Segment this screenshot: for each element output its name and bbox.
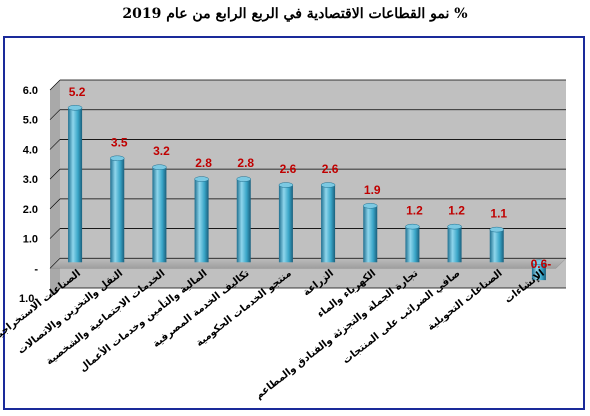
bar	[152, 167, 167, 263]
y-tick-label: 6.0	[23, 85, 38, 97]
bar	[194, 179, 209, 263]
bar	[447, 226, 462, 263]
bar-cap	[278, 182, 294, 188]
bar	[363, 205, 378, 263]
gridline-side	[49, 198, 61, 210]
y-tick-label: 4.0	[23, 144, 38, 156]
bar-cap	[194, 176, 209, 182]
bar-cap	[236, 176, 251, 182]
bar	[531, 262, 546, 281]
y-tick-label: 3.0	[23, 174, 38, 186]
bar-cap	[320, 182, 336, 188]
data-label: 2.6	[280, 162, 297, 176]
data-label: 2.8	[237, 156, 254, 170]
data-label: 3.2	[153, 144, 170, 158]
bar	[110, 158, 125, 263]
data-label: 2.8	[195, 156, 212, 170]
data-label: 5.2	[69, 85, 86, 99]
bar-cap	[405, 223, 420, 230]
gridline-side	[49, 79, 61, 91]
data-label: 0.6-	[531, 257, 552, 271]
chart-title: نمو القطاعات الاقتصادية في الربع الرابع …	[122, 6, 468, 22]
bar	[405, 226, 420, 263]
gridline-side	[49, 258, 61, 269]
gridline-side	[49, 109, 61, 120]
bar	[489, 229, 504, 263]
gridline-side	[49, 228, 61, 239]
bar-cap	[531, 259, 547, 266]
bar	[236, 179, 251, 263]
y-tick-label: 2.0	[23, 204, 38, 216]
data-label: 1.2	[448, 204, 465, 218]
gridline-side	[49, 168, 61, 180]
bar-cap	[447, 223, 462, 230]
data-label: 3.5	[111, 135, 128, 149]
y-axis-ticks: 6.05.04.03.02.01.0-1.0-	[19, 85, 38, 305]
data-label: 2.6	[322, 162, 339, 176]
y-tick-label: 1.0-	[19, 293, 38, 305]
plot-area	[49, 79, 567, 299]
gridline-side	[49, 139, 61, 150]
y-tick-label: 5.0	[23, 115, 38, 127]
plot-floor	[49, 258, 567, 269]
bar-cap	[67, 105, 83, 111]
bar-cap	[489, 226, 504, 233]
data-labels: 5.2 3.5 3.2 2.8 2.8 2.6 2.6 1.9 1.2 1.2 1.1 0.6-	[69, 85, 552, 271]
bar-cap	[152, 164, 167, 170]
bars	[67, 105, 547, 281]
bar	[278, 185, 293, 263]
plot-background	[60, 80, 566, 288]
bar	[321, 185, 336, 263]
bar-cap	[110, 155, 125, 162]
data-label: 1.1	[490, 207, 507, 221]
data-label: 1.9	[364, 183, 381, 197]
bar-cap	[363, 203, 378, 209]
bar	[68, 107, 83, 263]
y-tick-label: -	[34, 263, 38, 275]
plot-side-wall	[50, 80, 60, 298]
gridline-side	[49, 287, 61, 299]
data-label: 1.2	[406, 204, 423, 218]
y-tick-label: 1.0	[23, 234, 38, 246]
